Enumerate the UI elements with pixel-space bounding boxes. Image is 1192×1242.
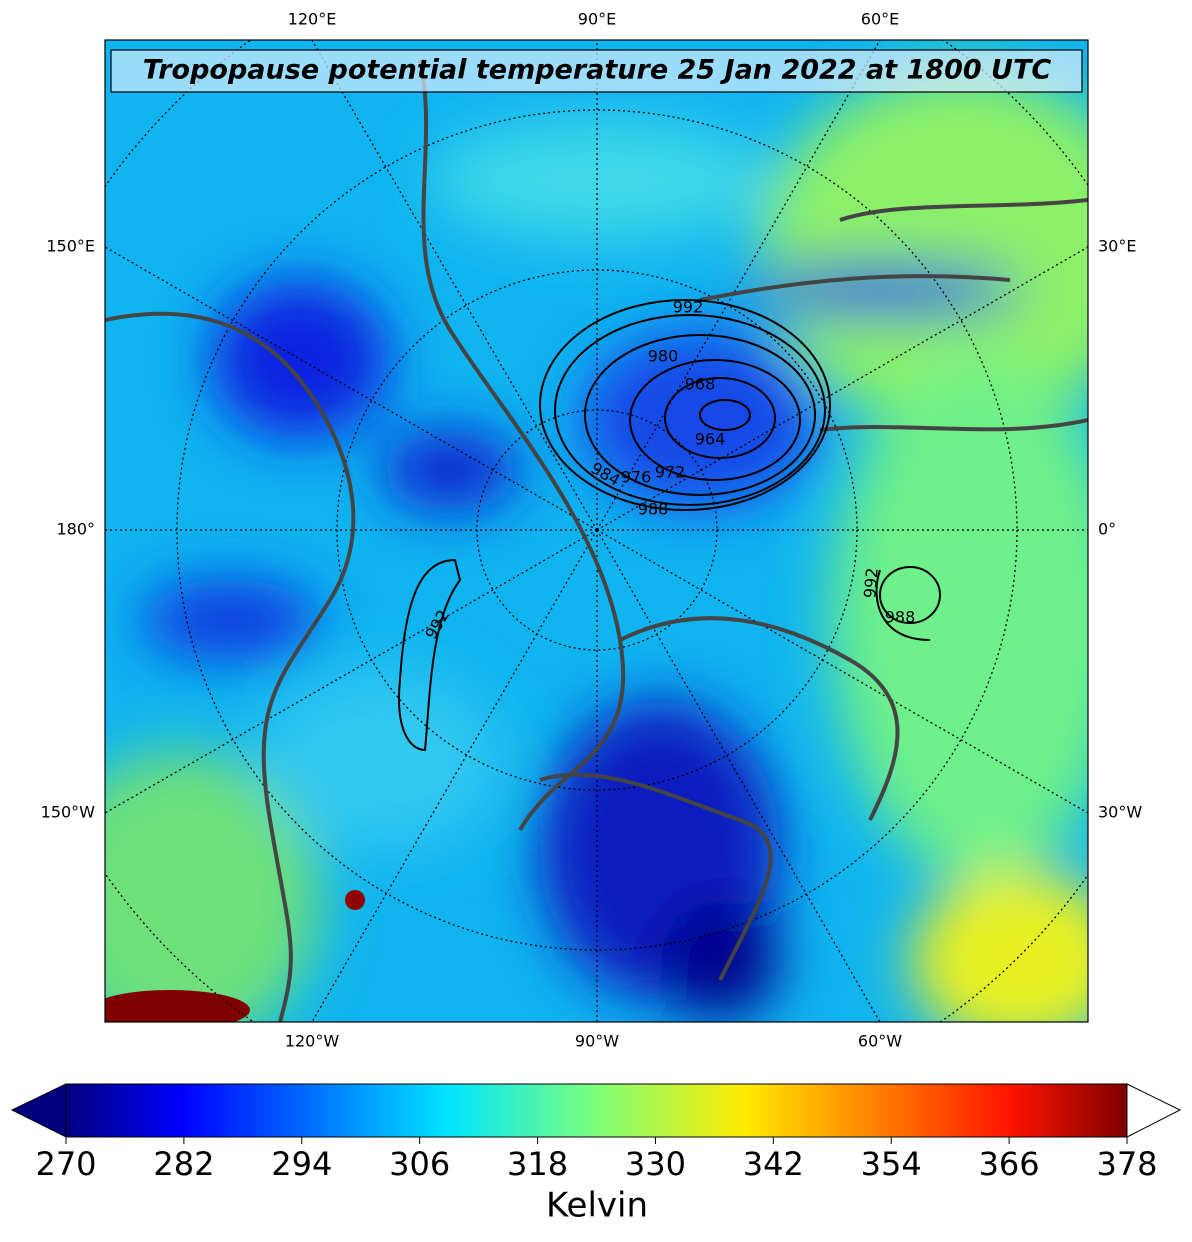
contour-label: 972: [655, 463, 686, 482]
contour-label: 988: [885, 608, 916, 627]
contour-label: 976: [621, 468, 652, 487]
contour-label: 992: [860, 567, 882, 599]
map-frame: [104, 39, 1089, 1023]
colorbar-tick-label: 282: [153, 1145, 214, 1183]
colorbar-tick-label: 270: [35, 1145, 96, 1183]
colorbar-tick-label: 330: [625, 1145, 686, 1183]
lon-label: 90°E: [578, 10, 616, 29]
colorbar-tick-label: 294: [271, 1145, 332, 1183]
contour-label: 980: [648, 347, 679, 366]
lat-label: 150°E: [46, 237, 95, 256]
colorbar: [65, 1083, 1128, 1138]
colorbar-tick-label: 306: [389, 1145, 450, 1183]
lat-label: 30°E: [1098, 237, 1136, 256]
contour-label: 968: [685, 375, 716, 394]
lat-label: 180°: [56, 520, 95, 539]
lat-label: 0°: [1098, 520, 1116, 539]
contour-label: 992: [673, 298, 704, 317]
colorbar-tick-label: 378: [1096, 1145, 1157, 1183]
contour-label: 988: [638, 500, 669, 519]
contour-label: 964: [695, 430, 726, 449]
colorbar-tick-label: 354: [861, 1145, 922, 1183]
lon-label: 60°W: [858, 1032, 902, 1051]
lon-label: 90°W: [575, 1032, 619, 1051]
colorbar-tick-label: 318: [507, 1145, 568, 1183]
lat-label: 30°W: [1098, 803, 1142, 822]
colorbar-extend-high: [1126, 1083, 1182, 1138]
coastlines: [105, 59, 1088, 1022]
lon-label: 120°W: [285, 1032, 340, 1051]
title-box: [110, 49, 1083, 93]
map-title: Tropopause potential temperature 25 Jan …: [143, 55, 1052, 86]
lat-label: 150°W: [41, 803, 96, 822]
colorbar-label: Kelvin: [546, 1186, 648, 1226]
lon-label: 60°E: [861, 10, 899, 29]
colorbar-tick-label: 366: [979, 1145, 1040, 1183]
colorbar-tick-label: 342: [743, 1145, 804, 1183]
colorbar-extend-low: [10, 1083, 67, 1138]
pressure-contours: [398, 299, 941, 752]
lon-label: 120°E: [288, 10, 337, 29]
